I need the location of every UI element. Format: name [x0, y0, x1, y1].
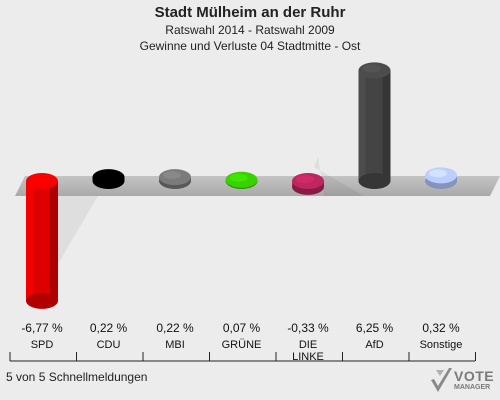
- chart-subtitle-1: Ratswahl 2014 - Ratswahl 2009: [165, 23, 335, 37]
- value-label: 0,07 %: [223, 321, 261, 335]
- value-label: 0,32 %: [422, 321, 460, 335]
- category-label: Sonstige: [420, 339, 463, 351]
- value-label: 0,22 %: [90, 321, 128, 335]
- bar-mbi: [159, 169, 191, 189]
- bar-spd: [26, 173, 98, 309]
- footer-text: 5 von 5 Schnellmeldungen: [6, 370, 148, 384]
- category-label: AfD: [365, 339, 383, 351]
- category-label: CDU: [97, 339, 121, 351]
- bar-grüne: [225, 171, 258, 189]
- value-label: -6,77 %: [21, 321, 63, 335]
- value-label: 0,22 %: [156, 321, 194, 335]
- bar-afd: [358, 62, 391, 189]
- bar-die-linke: [292, 156, 364, 196]
- category-label: DIE: [299, 339, 317, 351]
- bar-cdu: [92, 169, 125, 189]
- chart-title: Stadt Mülheim an der Ruhr: [154, 4, 346, 21]
- value-label: -0,33 %: [287, 321, 329, 335]
- category-label: SPD: [31, 339, 54, 351]
- chart-subtitle-2: Gewinne und Verluste 04 Stadtmitte - Ost: [139, 39, 361, 53]
- vote-manager-logo: VOTE MANAGER: [428, 366, 498, 396]
- value-label: 6,25 %: [356, 321, 394, 335]
- category-label: GRÜNE: [222, 339, 262, 351]
- bar-sonstige: [425, 167, 457, 189]
- category-label: LINKE: [292, 351, 324, 363]
- checkmark-icon: [431, 368, 452, 392]
- category-label: MBI: [165, 339, 185, 351]
